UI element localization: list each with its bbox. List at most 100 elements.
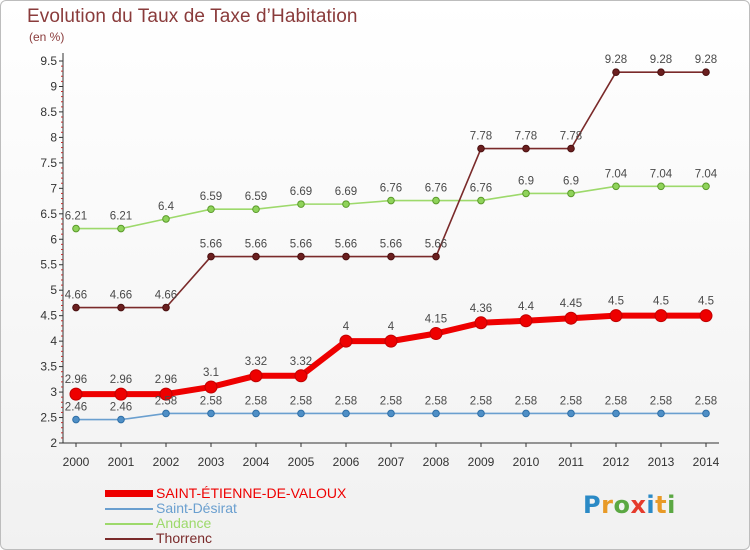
- data-label-thorrenc: 5.66: [425, 239, 447, 251]
- data-point-thorrenc: [432, 252, 440, 261]
- legend-swatch-andance: [105, 523, 153, 525]
- data-point-thorrenc: [297, 252, 305, 261]
- data-label-saint-etienne-de-valoux: 2.96: [155, 374, 177, 386]
- data-label-saint-desirat: 2.58: [515, 395, 537, 407]
- data-label-thorrenc: 7.78: [560, 131, 582, 143]
- value-labels-layer: 2.46 2.46 2.58 2.58 2.58 2.58 2.58 2.58 2.58 2.58…: [65, 54, 718, 413]
- data-point-saint-etienne-de-valoux: [474, 316, 488, 330]
- data-point-andance: [162, 215, 170, 223]
- y-tick-label: 4.5: [40, 309, 57, 323]
- data-label-thorrenc: 7.78: [515, 131, 537, 143]
- data-label-saint-etienne-de-valoux: 4.36: [470, 303, 492, 315]
- data-point-thorrenc: [207, 252, 215, 261]
- data-label-andance: 7.04: [695, 168, 718, 180]
- data-label-saint-desirat: 2.58: [290, 395, 312, 407]
- data-label-saint-desirat: 2.46: [110, 402, 132, 414]
- data-point-saint-etienne-de-valoux: [114, 387, 128, 401]
- y-tick-label: 6: [50, 232, 57, 246]
- data-label-andance: 7.04: [605, 168, 628, 180]
- data-label-saint-desirat: 2.58: [245, 395, 267, 407]
- data-label-andance: 6.59: [200, 191, 222, 203]
- logo-letter: o: [613, 491, 631, 519]
- data-point-saint-desirat: [72, 415, 80, 424]
- legend-item-thorrenc[interactable]: Thorrenc: [105, 530, 405, 546]
- data-point-thorrenc: [252, 252, 260, 261]
- data-label-saint-etienne-de-valoux: 4: [388, 321, 395, 333]
- data-point-saint-etienne-de-valoux: [384, 334, 398, 348]
- data-point-saint-desirat: [297, 409, 305, 418]
- x-tick-label: 2014: [693, 455, 720, 469]
- chart-axes: 2 2.5 3 3.5 4 4.5 5 5.5 6 6.5 7 7.5 8 8.5 9 9.5 2000 2001…: [40, 53, 720, 469]
- data-label-saint-desirat: 2.58: [560, 395, 582, 407]
- data-label-saint-desirat: 2.58: [335, 395, 357, 407]
- x-tick-label: 2008: [423, 455, 450, 469]
- data-point-andance: [117, 224, 125, 233]
- legend-item-andance[interactable]: Andance: [105, 515, 405, 531]
- data-point-thorrenc: [567, 144, 575, 153]
- chart-title: Evolution du Taux de Taxe d’Habitation: [27, 6, 358, 27]
- data-label-saint-desirat: 2.58: [380, 395, 402, 407]
- x-tick-label: 2000: [63, 455, 90, 469]
- data-label-saint-etienne-de-valoux: 4: [343, 321, 350, 333]
- data-point-andance: [252, 205, 260, 214]
- data-point-thorrenc: [612, 68, 620, 77]
- y-tick-label: 8: [50, 130, 57, 144]
- y-tick-label: 9.5: [40, 54, 57, 68]
- x-tick-label: 2003: [198, 455, 225, 469]
- data-point-saint-desirat: [702, 409, 710, 418]
- legend-swatch-saint-desirat: [105, 508, 153, 510]
- data-point-saint-desirat: [432, 409, 440, 418]
- data-label-saint-etienne-de-valoux: 2.96: [110, 374, 132, 386]
- data-label-andance: 6.21: [65, 211, 87, 223]
- y-tick-label: 5.5: [40, 258, 57, 272]
- data-point-thorrenc: [477, 144, 485, 153]
- data-point-saint-desirat: [252, 409, 260, 418]
- y-tick-label: 5: [50, 283, 57, 297]
- data-label-andance: 6.9: [563, 175, 579, 187]
- y-tick-label: 8.5: [40, 105, 57, 119]
- chart-subtitle: (en %): [29, 30, 65, 44]
- data-point-andance: [387, 196, 395, 205]
- data-point-saint-desirat: [162, 409, 170, 418]
- data-label-thorrenc: 5.66: [380, 239, 402, 251]
- data-label-thorrenc: 5.66: [245, 239, 267, 251]
- logo-letter: P: [583, 491, 602, 519]
- data-label-saint-etienne-de-valoux: 4.5: [698, 296, 714, 308]
- series-layer: [69, 68, 713, 424]
- x-tick-label: 2002: [153, 455, 180, 469]
- data-label-thorrenc: 4.66: [155, 290, 177, 302]
- x-tick-label: 2010: [513, 455, 540, 469]
- data-label-thorrenc: 9.28: [650, 54, 672, 66]
- data-point-thorrenc: [162, 303, 170, 312]
- proxiti-logo: Proxiti: [583, 491, 676, 519]
- data-point-andance: [702, 182, 710, 191]
- data-point-saint-etienne-de-valoux: [564, 311, 578, 325]
- data-label-andance: 6.69: [335, 186, 357, 198]
- data-label-thorrenc: 4.66: [65, 290, 87, 302]
- legend-item-saint-desirat[interactable]: Saint-Désirat: [105, 500, 405, 516]
- data-label-thorrenc: 5.66: [335, 239, 357, 251]
- legend-item-saint-etienne-de-valoux[interactable]: SAINT-ÉTIENNE-DE-VALOUX: [105, 485, 405, 501]
- data-point-saint-desirat: [207, 409, 215, 418]
- x-tick-label: 2013: [648, 455, 675, 469]
- legend-label-andance: Andance: [156, 515, 212, 531]
- data-point-thorrenc: [117, 303, 125, 312]
- y-tick-label: 2: [50, 436, 57, 450]
- legend-label-thorrenc: Thorrenc: [156, 530, 213, 546]
- logo-letter: i: [646, 491, 656, 519]
- logo-letter: x: [630, 491, 647, 519]
- data-label-saint-desirat: 2.58: [425, 395, 447, 407]
- data-label-thorrenc: 9.28: [695, 54, 717, 66]
- y-tick-label: 6.5: [40, 207, 57, 221]
- y-tick-label: 3: [50, 385, 57, 399]
- legend-label-saint-etienne-de-valoux: SAINT-ÉTIENNE-DE-VALOUX: [156, 485, 347, 501]
- data-point-thorrenc: [522, 144, 530, 153]
- data-label-saint-desirat: 2.58: [695, 395, 717, 407]
- data-point-saint-desirat: [657, 409, 665, 418]
- data-label-andance: 6.76: [470, 183, 492, 195]
- y-tick-label: 7.5: [40, 156, 57, 170]
- y-tick-label: 3.5: [40, 360, 57, 374]
- data-point-thorrenc: [342, 252, 350, 261]
